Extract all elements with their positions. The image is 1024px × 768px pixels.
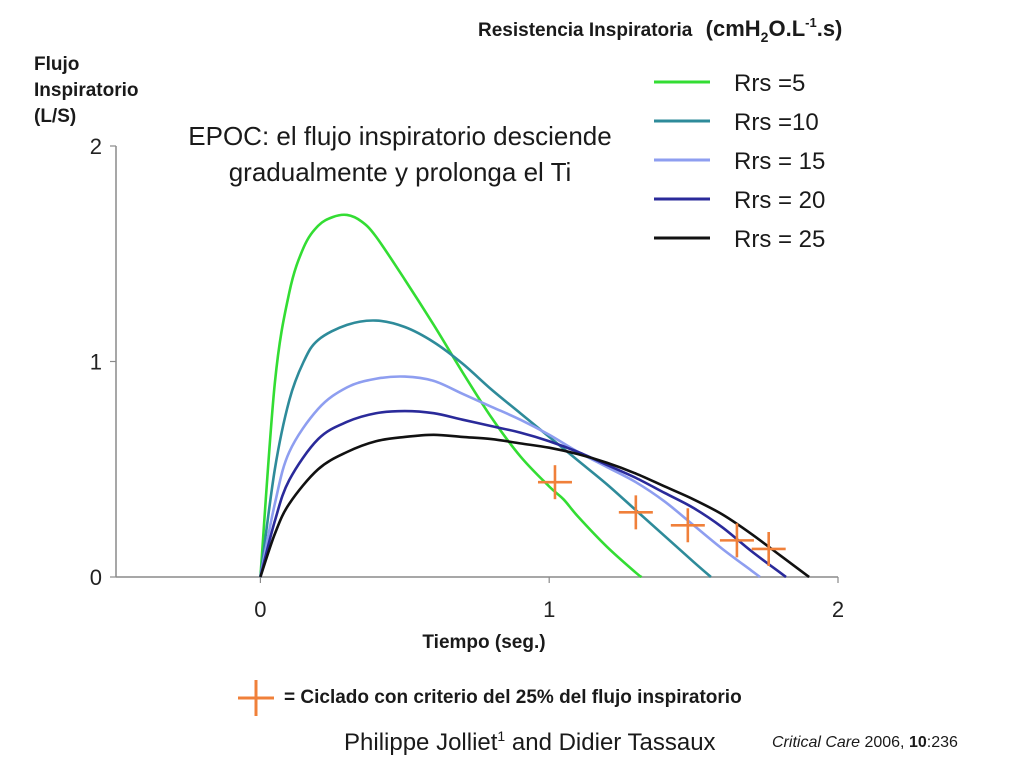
legend-unit-suffix: .s) — [817, 16, 843, 41]
legend-unit-sup: -1 — [805, 15, 817, 30]
series-line-4 — [259, 409, 787, 579]
x-tick-label: 1 — [543, 597, 555, 622]
legend-label-1: Rrs =5 — [734, 70, 805, 97]
legend-unit-sub: 2 — [761, 29, 769, 45]
chart-annotation: EPOC: el flujo inspiratorio desciende gr… — [188, 121, 612, 187]
y-tick-label: 0 — [90, 565, 102, 590]
legend-label-3: Rrs = 15 — [734, 148, 825, 175]
chart-axes: 0 1 2 0 1 2 — [90, 134, 844, 622]
y-axis-title-line-2: Inspiratorio — [34, 80, 139, 101]
citation-authors: Philippe Jolliet1 and Didier Tassaux — [344, 728, 716, 757]
legend-items: Rrs =5 Rrs =10 Rrs = 15 Rrs = 20 Rrs = 25 — [654, 70, 825, 253]
x-tick-label: 2 — [832, 597, 844, 622]
citation-author-1-sup: 1 — [497, 728, 506, 744]
citation-author-2: and Didier Tassaux — [505, 729, 716, 756]
cycle-marker-2 — [618, 495, 653, 530]
legend-unit-mid: O.L — [768, 16, 805, 41]
legend: Resistencia Inspiratoria (cmH2O.L-1.s) R… — [478, 15, 842, 253]
x-tick-label: 0 — [254, 597, 266, 622]
cycle-marker-1 — [537, 465, 572, 500]
series-line-1 — [259, 213, 643, 579]
series-line-2 — [259, 319, 712, 578]
legend-unit-prefix: (cmH — [706, 16, 761, 41]
journal-year: 2006, — [860, 734, 909, 751]
legend-label-4: Rrs = 20 — [734, 187, 825, 214]
series-line-5 — [259, 433, 810, 579]
y-axis-title-line-1: Flujo — [34, 54, 79, 75]
legend-label-5: Rrs = 25 — [734, 226, 825, 253]
cycle-marker-footnote: = Ciclado con criterio del 25% del flujo… — [236, 678, 742, 718]
cycle-marker-icon — [238, 680, 274, 716]
cycle-markers — [537, 465, 786, 566]
y-axis-title-line-3: (L/S) — [34, 106, 76, 127]
journal-pages: :236 — [926, 734, 958, 751]
citation-journal: Critical Care 2006, 10:236 — [772, 734, 958, 752]
cycle-marker-4 — [719, 523, 754, 558]
legend-title: Resistencia Inspiratoria (cmH2O.L-1.s) — [478, 15, 842, 45]
y-tick-label: 1 — [90, 350, 102, 375]
journal-volume: 10 — [908, 734, 927, 751]
chart-series — [259, 213, 810, 579]
series-line-3 — [259, 375, 761, 579]
y-tick-label: 2 — [90, 134, 102, 159]
legend-title-text: Resistencia Inspiratoria — [478, 20, 693, 41]
cycle-marker-3 — [670, 508, 705, 543]
citation-author-1: Philippe Jolliet — [344, 729, 498, 756]
legend-label-2: Rrs =10 — [734, 109, 819, 136]
journal-name: Critical Care — [772, 734, 861, 751]
cycle-marker-note: = Ciclado con criterio del 25% del flujo… — [284, 687, 742, 708]
x-axis-title: Tiempo (seg.) — [422, 632, 545, 653]
cycle-marker-5 — [751, 531, 786, 566]
